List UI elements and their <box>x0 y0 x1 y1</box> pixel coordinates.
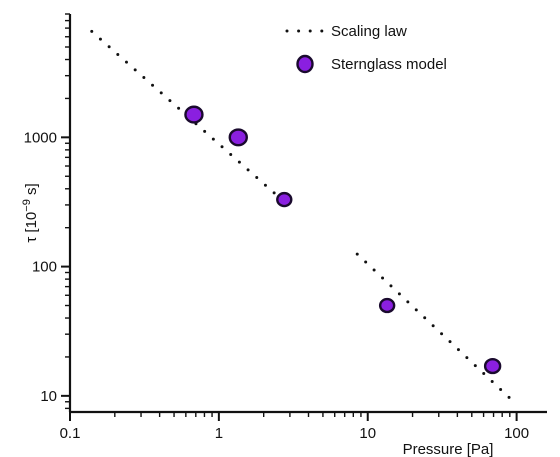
legend-label-scaling-law: Scaling law <box>331 23 407 40</box>
y-axis-label-exponent: −9 <box>21 199 33 212</box>
scaling-law-dot <box>263 183 267 187</box>
y-tick-label: 1000 <box>24 129 57 146</box>
scaling-law-dot <box>203 129 207 133</box>
scaling-law-dot <box>507 395 511 399</box>
minor-ticks <box>65 13 511 417</box>
sternglass-point <box>378 297 396 314</box>
x-tick-label: 0.1 <box>60 425 81 442</box>
scaling-law-dot <box>272 191 276 195</box>
series-layer <box>90 29 511 399</box>
y-tick-label: 100 <box>32 259 57 276</box>
legend: Scaling law Sternglass model <box>285 23 447 74</box>
legend-dot <box>297 29 301 33</box>
scaling-law-dot <box>482 372 486 376</box>
scaling-law-dot <box>133 68 137 72</box>
sternglass-point <box>276 191 293 208</box>
scaling-law-dot <box>440 332 444 336</box>
scaling-law-segment <box>355 252 511 399</box>
y-tick-label: 10 <box>40 388 57 405</box>
scaling-law-dot <box>246 168 250 172</box>
tick-labels: 0.1 1 10 100 10 100 1000 <box>24 129 530 442</box>
scaling-law-dot <box>406 300 410 304</box>
scaling-law-segment <box>90 29 285 203</box>
legend-item-sternglass-model: Sternglass model <box>296 54 447 74</box>
scaling-law-dot <box>423 316 427 320</box>
scaling-law-dot <box>490 379 494 383</box>
scaling-law-dot <box>237 160 241 164</box>
sternglass-point <box>483 357 502 375</box>
legend-dot <box>308 29 312 33</box>
scaling-law-dot <box>431 324 435 328</box>
scaling-law-dot <box>116 52 120 56</box>
scaling-law-dot <box>98 37 102 41</box>
scaling-law-dot <box>465 356 469 360</box>
sternglass-point <box>184 105 204 124</box>
scaling-law-dot <box>255 176 259 180</box>
legend-marker-sternglass <box>296 54 314 74</box>
sternglass-point <box>228 128 248 147</box>
scaling-law-dot <box>355 252 359 256</box>
legend-dot <box>285 29 289 33</box>
scaling-law-dot <box>229 152 233 156</box>
scaling-law-dot <box>456 348 460 352</box>
scaling-law-dot <box>448 340 452 344</box>
y-axis-label: τ [10−9 s] <box>21 183 40 242</box>
scaling-law-dot <box>372 268 376 272</box>
scaling-law-dot <box>220 145 224 149</box>
scaling-law-dot <box>142 76 146 80</box>
axes <box>68 14 547 414</box>
x-tick-label: 1 <box>215 425 223 442</box>
scaling-law-dot <box>159 91 163 95</box>
scaling-law-dot <box>473 364 477 368</box>
scaling-law-dot <box>107 45 111 49</box>
legend-dotted-line-sample <box>285 29 324 33</box>
scaling-law-dot <box>177 106 181 110</box>
y-axis-label-base: τ [10 <box>23 212 40 243</box>
scaling-law-dot <box>364 260 368 264</box>
scaling-law-dot <box>90 29 94 33</box>
scaling-law-dot <box>151 83 155 87</box>
legend-dot <box>320 29 324 33</box>
legend-label-sternglass-model: Sternglass model <box>331 56 447 73</box>
x-tick-label: 10 <box>359 425 376 442</box>
scaling-law-dot <box>499 387 503 391</box>
scaling-law-dot <box>168 99 172 103</box>
major-ticks <box>61 136 518 421</box>
scaling-law-dot <box>124 60 128 64</box>
scaling-law-dot <box>397 292 401 296</box>
scaling-law-dot <box>211 137 215 141</box>
y-axis-label-unit: s] <box>23 183 40 199</box>
x-tick-label: 100 <box>504 425 529 442</box>
legend-item-scaling-law: Scaling law <box>285 23 407 40</box>
scaling-law-dot <box>381 276 385 280</box>
scaling-law-dot <box>389 284 393 288</box>
scaling-law-dot <box>414 308 418 312</box>
x-axis-label: Pressure [Pa] <box>403 441 494 457</box>
